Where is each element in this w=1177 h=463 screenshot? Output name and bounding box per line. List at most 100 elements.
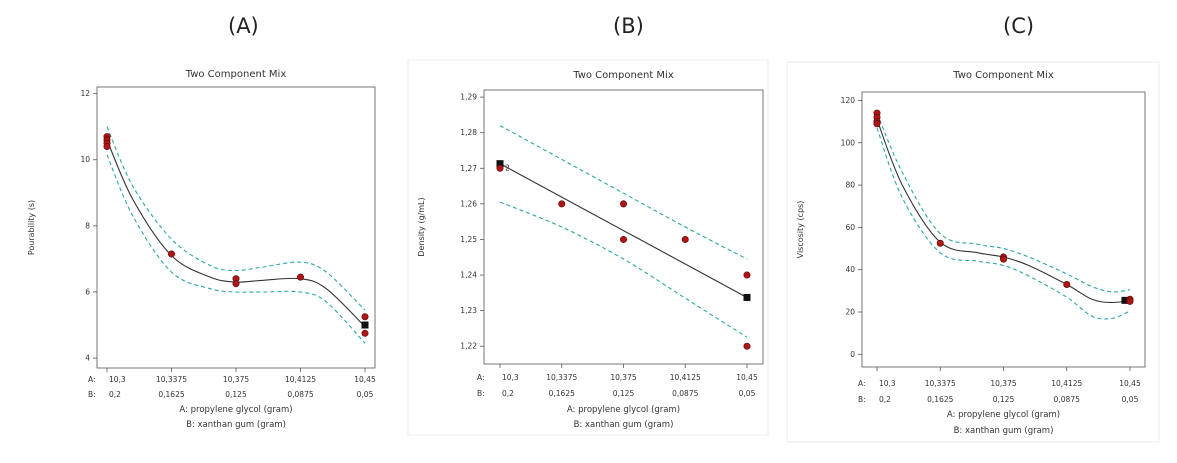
chart-b-y-tick-label: 1,22 — [460, 342, 477, 351]
chart-b-x-axis-label-b: B: xanthan gum (gram) — [574, 420, 674, 430]
chart-a-y-tick-label: 10 — [80, 155, 90, 164]
chart-c-data-point — [936, 239, 944, 247]
chart-c-y-tick-label: 120 — [841, 96, 856, 105]
chart-a-data-point — [232, 280, 240, 288]
chart-b-x-tick-label-b: 0,1625 — [549, 389, 575, 398]
chart-b-data-point — [496, 164, 504, 172]
chart-a-upper-confidence-band — [106, 126, 366, 311]
chart-c-x-tick-label-b: 0,125 — [993, 395, 1015, 404]
chart-a-design-point-marker — [361, 321, 369, 329]
chart-a-x-tick-label-a: 10,4125 — [285, 375, 316, 384]
chart-b-data-point — [743, 271, 751, 279]
chart-b-y-tick-label: 1,25 — [460, 235, 477, 244]
chart-c-lower-confidence-band — [876, 127, 1131, 320]
chart-b-x-tick-label-a: 10,3375 — [546, 373, 577, 382]
chart-b-x-tick-label-b: 0,05 — [739, 389, 756, 398]
chart-c-y-tick-label: 100 — [841, 138, 856, 147]
chart-c-x-tick-label-b: 0,0875 — [1054, 395, 1080, 404]
chart-b-fit-line — [499, 163, 748, 298]
chart-b-row-prefix-a: A: — [477, 373, 485, 382]
chart-c-y-tick-label: 0 — [850, 350, 855, 359]
chart-c-x-tick-label-a: 10,3375 — [925, 379, 956, 388]
chart-b-design-point-marker — [743, 293, 751, 301]
chart-c-x-tick-label-b: 0,2 — [879, 395, 891, 404]
chart-c-x-tick-label-b: 0,05 — [1122, 395, 1139, 404]
chart-a-x-tick-label-a: 10,3 — [109, 375, 126, 384]
chart-b-data-point — [681, 235, 689, 243]
chart-a-data-point — [168, 250, 176, 258]
chart-a-fit-line — [106, 139, 366, 328]
panel-label-b: (B) — [613, 14, 644, 38]
chart-c-x-tick-label-a: 10,4125 — [1051, 379, 1082, 388]
chart-b-y-tick-label: 1,24 — [460, 271, 477, 280]
chart-a-data-point — [103, 143, 111, 151]
chart-b-y-tick-label: 1,23 — [460, 306, 477, 315]
chart-b-x-tick-label-b: 0,125 — [613, 389, 635, 398]
chart-b-data-point — [743, 342, 751, 350]
chart-b-row-prefix-b: B: — [477, 389, 485, 398]
panel-label-a: (A) — [228, 14, 259, 38]
chart-c-row-prefix-b: B: — [858, 395, 866, 404]
chart-c-title: Two Component Mix — [952, 70, 1054, 81]
chart-b-y-tick-label: 1,27 — [460, 164, 477, 173]
chart-b-data-point — [619, 235, 627, 243]
chart-a-x-tick-label-a: 10,375 — [223, 375, 249, 384]
chart-c-data-point — [873, 120, 881, 128]
chart-a-data-point — [361, 313, 369, 321]
chart-a-x-tick-label-b: 0,0875 — [287, 390, 313, 399]
chart-c-fit-line — [876, 119, 1131, 304]
chart-c-x-tick-label-a: 10,375 — [990, 379, 1016, 388]
chart-a-x-tick-label-a: 10,3375 — [156, 375, 187, 384]
chart-b-x-tick-label-a: 10,4125 — [670, 373, 701, 382]
chart-b-x-tick-label-b: 0,2 — [502, 389, 514, 398]
chart-a-x-tick-label-b: 0,2 — [109, 390, 121, 399]
chart-c-x-tick-label-b: 0,1625 — [927, 395, 953, 404]
chart-c-x-tick-label-a: 10,3 — [879, 379, 896, 388]
chart-b-y-tick-label: 1,26 — [460, 199, 477, 208]
chart-b-x-tick-label-a: 10,375 — [610, 373, 636, 382]
chart-b-y-tick-label: 1,28 — [460, 128, 477, 137]
chart-c-upper-confidence-band — [876, 112, 1131, 293]
chart-b-design-point-marker — [496, 160, 504, 168]
chart-b-upper-confidence-band — [499, 125, 748, 260]
chart-a-x-tick-label-a: 10,45 — [354, 375, 376, 384]
chart-b-lower-confidence-band — [499, 201, 748, 338]
panel-label-c: (C) — [1003, 14, 1035, 38]
chart-a-x-axis-label-a: A: propylene glycol (gram) — [179, 405, 292, 415]
chart-a-data-point — [361, 329, 369, 337]
chart-b-x-tick-label-a: 10,3 — [502, 373, 519, 382]
chart-b-x-tick-label-b: 0,0875 — [672, 389, 698, 398]
chart-c-data-point — [1063, 280, 1071, 288]
chart-b-y-tick-label: 1,29 — [460, 93, 477, 102]
chart-a-row-prefix-a: A: — [88, 375, 96, 384]
chart-a-y-tick-label: 6 — [85, 287, 90, 296]
chart-a-y-tick-label: 8 — [85, 221, 90, 230]
chart-c-y-axis-label: Viscosity (cps) — [796, 201, 805, 259]
chart-a-plot-frame — [96, 86, 376, 369]
chart-c-x-axis-label-b: B: xanthan gum (gram) — [954, 426, 1054, 436]
chart-a-x-axis-label-b: B: xanthan gum (gram) — [186, 420, 286, 430]
chart-b-x-tick-label-a: 10,45 — [736, 373, 758, 382]
chart-c-x-tick-label-a: 10,45 — [1119, 379, 1141, 388]
chart-b-data-point — [619, 200, 627, 208]
chart-c-data-point — [999, 255, 1007, 263]
chart-b-background — [407, 59, 769, 436]
chart-a-y-axis-label: Pourability (s) — [27, 200, 36, 255]
chart-b-title: Two Component Mix — [572, 70, 674, 81]
chart-a-title: Two Component Mix — [185, 69, 287, 80]
chart-c-x-axis-label-a: A: propylene glycol (gram) — [947, 410, 1060, 420]
chart-c-y-tick-label: 80 — [845, 181, 855, 190]
chart-b-design-point-count: 2 — [505, 164, 510, 173]
chart-a-x-tick-label-b: 0,1625 — [158, 390, 184, 399]
chart-b-x-axis-label-a: A: propylene glycol (gram) — [567, 405, 680, 415]
chart-c-design-point-marker — [1121, 296, 1129, 304]
chart-b-data-point — [558, 200, 566, 208]
chart-a-row-prefix-b: B: — [88, 390, 96, 399]
chart-c-y-tick-label: 40 — [845, 265, 855, 274]
chart-a-x-tick-label-b: 0,125 — [225, 390, 247, 399]
chart-a-x-tick-label-b: 0,05 — [357, 390, 374, 399]
chart-b-y-axis-label: Density (g/mL) — [417, 197, 426, 256]
chart-a-y-tick-label: 12 — [80, 89, 90, 98]
chart-c-y-tick-label: 60 — [845, 223, 855, 232]
